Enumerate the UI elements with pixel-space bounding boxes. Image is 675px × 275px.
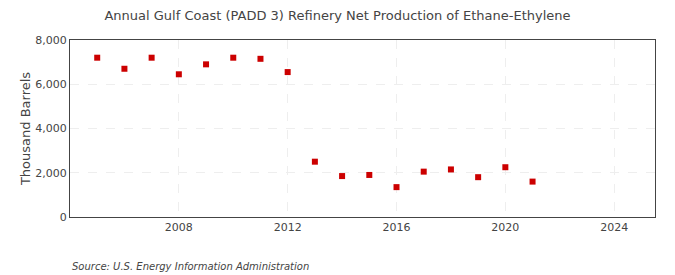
svg-text:2008: 2008 — [165, 221, 193, 234]
svg-text:2020: 2020 — [491, 221, 519, 234]
svg-text:6,000: 6,000 — [35, 78, 67, 91]
svg-text:4,000: 4,000 — [35, 122, 67, 135]
svg-text:2016: 2016 — [383, 221, 411, 234]
svg-text:Annual Gulf Coast (PADD 3) Ref: Annual Gulf Coast (PADD 3) Refinery Net … — [104, 8, 570, 23]
svg-text:8,000: 8,000 — [35, 34, 67, 47]
svg-text:Thousand Barrels: Thousand Barrels — [18, 72, 33, 186]
svg-text:Source: U.S. Energy Informatio: Source: U.S. Energy Information Administ… — [72, 261, 309, 272]
svg-text:2012: 2012 — [274, 221, 302, 234]
svg-text:0: 0 — [60, 211, 67, 224]
svg-text:2,000: 2,000 — [35, 167, 67, 180]
svg-text:2024: 2024 — [600, 221, 628, 234]
